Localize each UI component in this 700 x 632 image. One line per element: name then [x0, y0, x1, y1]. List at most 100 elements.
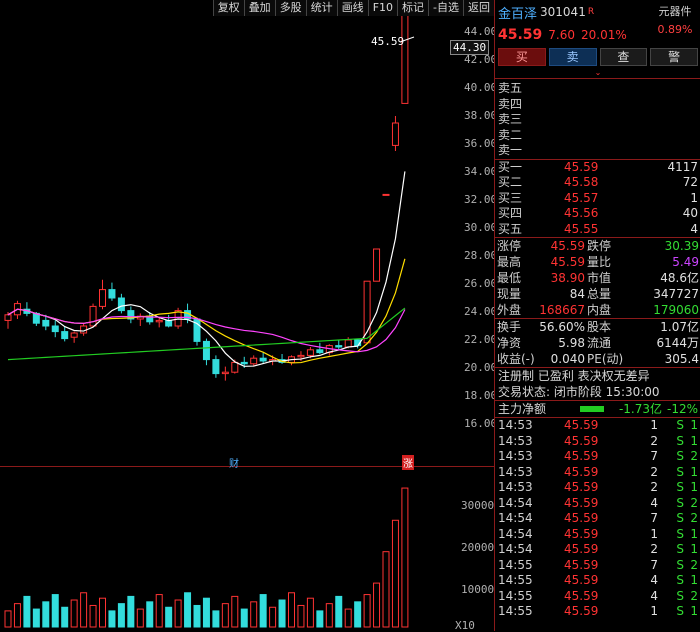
- level-price: [564, 112, 624, 128]
- stat-value: 56.60%: [539, 320, 585, 334]
- stat-value: 38.90: [550, 271, 585, 285]
- stat-value: 1.07亿: [660, 320, 699, 334]
- divider: [495, 78, 700, 79]
- tick-price: 45.59: [564, 449, 599, 463]
- tick-side: S: [676, 542, 684, 556]
- tick-row: 14:55 45.59 7 S 2: [495, 558, 700, 574]
- stat-row: 现量 84 总量 347727: [495, 286, 700, 302]
- price-axis-tick: 24.00: [464, 305, 498, 318]
- level-volume: 1: [690, 190, 698, 205]
- level-price: [564, 81, 624, 97]
- pane-separator: [0, 466, 494, 467]
- tick-count: 2: [690, 588, 698, 603]
- volume-bar: [42, 601, 50, 628]
- buy-button[interactable]: 买: [498, 48, 546, 66]
- tick-row: 14:55 45.59 1 S 1: [495, 604, 700, 620]
- tick-count: 2: [690, 449, 698, 463]
- alert-button[interactable]: 警: [650, 48, 698, 66]
- toolbar-overlay-button[interactable]: 叠加: [243, 0, 275, 16]
- tick-time: 14:55: [498, 573, 533, 587]
- stat-label: 最低: [497, 271, 522, 285]
- sector-change: 0.89%: [657, 23, 693, 36]
- toolbar-back-button[interactable]: 返回: [463, 0, 494, 16]
- tick-time: 14:54: [498, 511, 533, 525]
- candle-body: [240, 361, 248, 365]
- stat-value: 0.040: [550, 352, 585, 366]
- stat-value: 30.39: [664, 239, 699, 253]
- toolbar-f10-button[interactable]: F10: [367, 0, 398, 16]
- tick-count: 1: [690, 573, 698, 587]
- last-price: 45.59: [498, 27, 543, 43]
- stat-value: 48.6亿: [660, 271, 699, 285]
- level-volume: [624, 97, 698, 113]
- r-badge: R: [587, 7, 595, 17]
- candle-body: [4, 314, 12, 321]
- tick-row: 14:54 45.59 2 S 1: [495, 542, 700, 558]
- tick-price: 45.59: [564, 604, 599, 618]
- sell-button[interactable]: 卖: [548, 48, 597, 66]
- stock-header: 金百泽 301041 R: [495, 0, 700, 24]
- sector-box[interactable]: 元器件 0.89%: [651, 3, 699, 39]
- volume-bar: [316, 610, 324, 628]
- tick-count: 1: [690, 542, 698, 556]
- price-axis-tick: 36.00: [464, 137, 498, 150]
- sector-name: 元器件: [658, 5, 692, 18]
- price-row: 45.59 7.60 20.01%: [495, 24, 700, 46]
- level-label: 卖五: [498, 81, 523, 95]
- toolbar-draw-button[interactable]: 画线: [336, 0, 368, 16]
- limit-up-marker[interactable]: 涨: [402, 455, 414, 470]
- tick-price: 45.59: [564, 557, 599, 572]
- price-axis-tick: 30.00: [464, 221, 498, 234]
- toolbar-remove-watchlist-button[interactable]: -自选: [428, 0, 463, 16]
- tick-qty: 7: [650, 511, 658, 525]
- chevron-down-icon[interactable]: ⌄: [594, 68, 602, 77]
- financial-report-marker[interactable]: 财: [229, 459, 239, 470]
- tick-side: S: [676, 495, 684, 510]
- price-change: 7.60: [548, 28, 576, 42]
- tick-price: 45.59: [564, 573, 599, 587]
- tick-count: 2: [690, 511, 698, 525]
- toolbar-multi-stock-button[interactable]: 多股: [274, 0, 306, 16]
- candle-body: [117, 297, 125, 312]
- tick-side: S: [676, 604, 684, 618]
- current-price-tag: 44.30: [450, 40, 490, 55]
- volume-bar: [127, 595, 135, 628]
- tick-qty: 4: [650, 588, 658, 603]
- candle-body: [221, 371, 229, 375]
- candle-body: [306, 349, 314, 356]
- divider: [495, 417, 700, 418]
- tick-row: 14:54 45.59 4 S 2: [495, 496, 700, 512]
- level-price: 45.58: [564, 175, 599, 189]
- price-axis-tick: 44.00: [464, 25, 498, 38]
- tick-time: 14:53: [498, 449, 533, 463]
- stock-name[interactable]: 金百泽: [498, 6, 538, 22]
- tick-row: 14:53 45.59 2 S 1: [495, 465, 700, 481]
- candle-body: [202, 340, 210, 361]
- tick-price: 45.59: [564, 588, 599, 603]
- volume-bar: [240, 608, 248, 628]
- stat-row: 收益(-) 0.040 PE(动) 305.4: [495, 351, 700, 367]
- price-change-pct: 20.01%: [581, 28, 627, 42]
- toolbar-stats-button[interactable]: 统计: [305, 0, 337, 16]
- stat-value: 305.4: [664, 352, 699, 366]
- tick-count: 1: [690, 433, 698, 448]
- query-button[interactable]: 查: [599, 48, 648, 66]
- tick-list[interactable]: 14:53 45.59 1 S 1 14:53 45.59 2 S 1 14:53 45.59 7 S 2 1…: [495, 418, 700, 620]
- volume-bar: [297, 604, 305, 628]
- tick-time: 14:55: [498, 588, 533, 603]
- toolbar-mark-button[interactable]: 标记: [397, 0, 429, 16]
- tick-price: 45.59: [564, 480, 599, 494]
- level-label: 买五: [498, 221, 523, 236]
- volume-bar: [354, 601, 362, 628]
- kline-chart[interactable]: [0, 0, 494, 631]
- toolbar-fuquan-button[interactable]: 复权: [212, 0, 244, 16]
- chart-area[interactable]: 复权 叠加 多股 统计 画线 F10 标记 -自选 返回 44.00 42.00…: [0, 0, 498, 632]
- level-volume: [624, 81, 698, 97]
- tick-side: S: [676, 557, 684, 572]
- chart-toolbar: 复权 叠加 多股 统计 画线 F10 标记 -自选 返回: [212, 0, 494, 16]
- sell-book: 卖五 卖四 卖三 卖二 卖一: [495, 79, 700, 159]
- volume-bar: [193, 604, 201, 628]
- high-arrow: [399, 36, 415, 43]
- tick-price: 45.59: [564, 433, 599, 448]
- quote-stats: 涨停 45.59 跌停 30.39 最高 45.59 量比 5.49 最低 38.90 市值 48…: [495, 238, 700, 318]
